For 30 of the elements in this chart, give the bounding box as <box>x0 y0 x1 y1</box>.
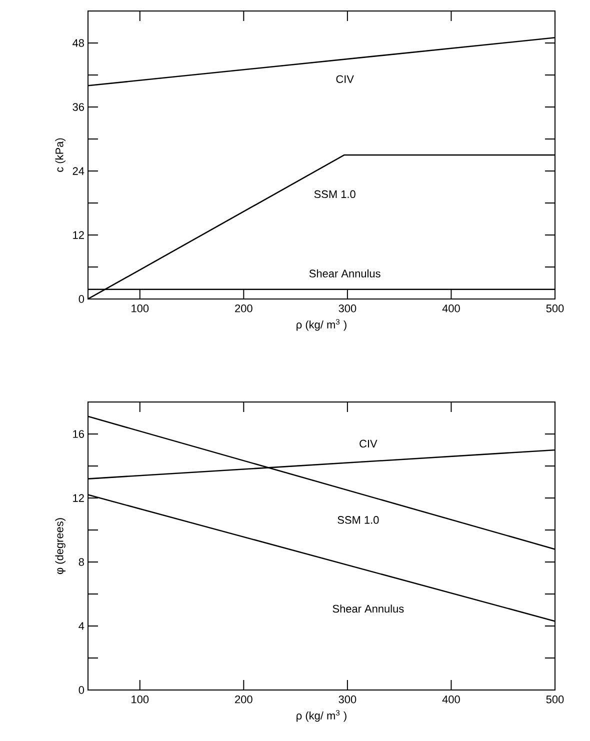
y-tick-label: 48 <box>72 39 84 47</box>
y-tick-label: 12 <box>73 494 84 502</box>
x-tick-label: 300 <box>338 304 356 312</box>
y-axis-title: φ (degrees) <box>55 518 66 574</box>
x-tick-label: 300 <box>338 696 356 704</box>
y-axis-title: c (kPa) <box>55 138 66 172</box>
y-tick-label: 16 <box>73 430 84 438</box>
y-tick-label: 4 <box>78 622 84 630</box>
x-tick-label: 400 <box>442 696 460 704</box>
series-label: CIV <box>360 440 378 448</box>
x-tick-label: 500 <box>546 696 564 704</box>
x-axis-title: ρ (kg/ m$^{3}$ ) <box>296 319 346 331</box>
series-label: Shear Annulus <box>309 269 380 278</box>
x-tick-label: 500 <box>546 304 564 312</box>
y-tick-label: 0 <box>78 686 84 694</box>
y-tick-label: 24 <box>72 167 84 175</box>
series-label: SSM 1.0 <box>338 516 379 524</box>
y-tick-label: 12 <box>73 231 84 239</box>
x-tick-label: 200 <box>235 696 252 704</box>
y-tick-label: 0 <box>78 295 84 303</box>
y-tick-label: 36 <box>72 103 84 111</box>
text: Shear Annulus <box>332 604 404 613</box>
x-axis-title: ρ (kg/ m$^{3}$ ) <box>296 710 346 722</box>
series-label: CIV <box>336 75 354 83</box>
x-tick-label: 200 <box>235 304 252 312</box>
x-tick-label: 100 <box>132 696 149 704</box>
y-tick-label: 8 <box>78 558 84 566</box>
series-label: SSM 1.0 <box>314 190 356 198</box>
x-tick-label: 400 <box>442 304 460 312</box>
x-tick-label: 100 <box>132 304 149 312</box>
